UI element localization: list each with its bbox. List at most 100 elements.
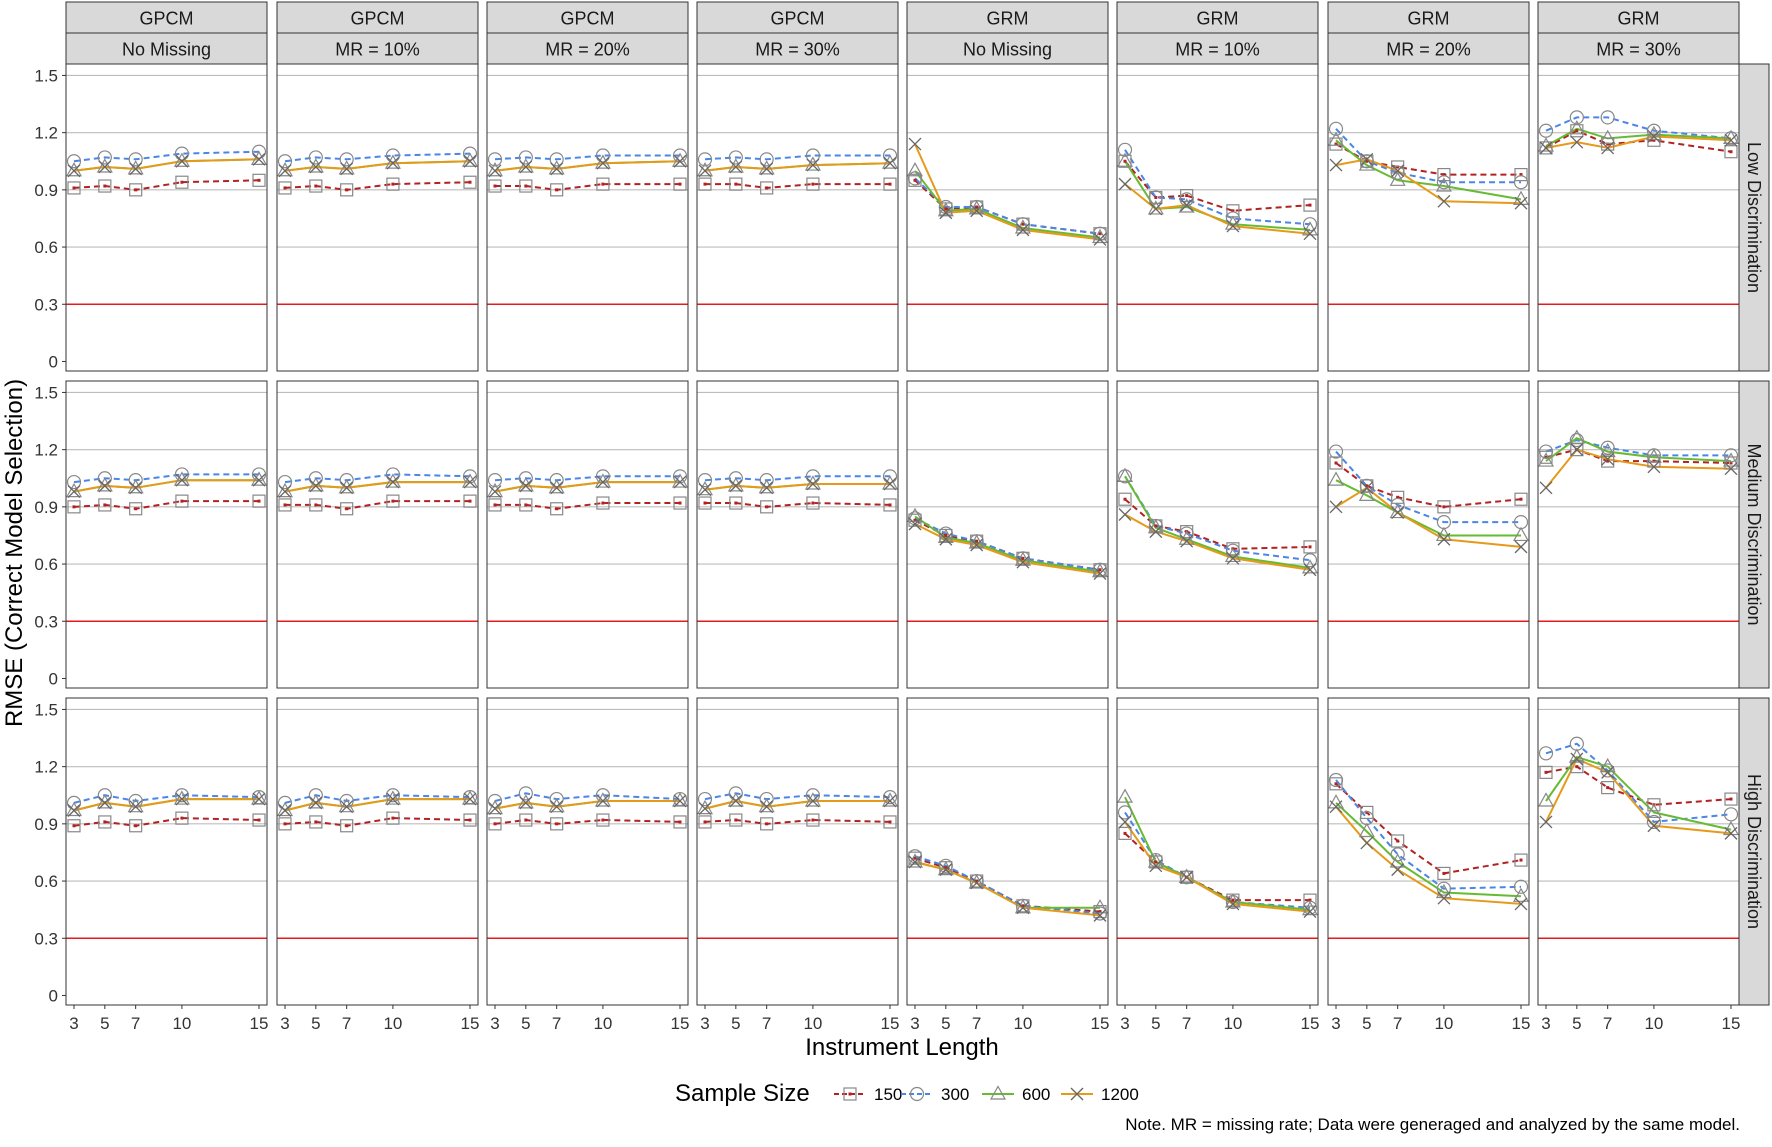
point-300	[277, 795, 293, 810]
x-tick-label: 5	[1362, 1014, 1371, 1033]
panel-background	[907, 698, 1108, 1005]
point-1200	[1437, 194, 1451, 208]
x-tick-label: 10	[803, 1014, 822, 1033]
point-600	[1014, 899, 1031, 914]
point-1200	[1570, 443, 1584, 457]
panel-background	[697, 698, 898, 1005]
x-tick-label: 10	[1223, 1014, 1242, 1033]
point-150	[760, 817, 774, 831]
point-600	[594, 792, 611, 807]
panel-background	[697, 64, 898, 371]
point-150	[519, 179, 533, 193]
point-300	[174, 146, 190, 161]
point-600	[727, 158, 744, 173]
point-1200	[175, 792, 189, 806]
point-600	[758, 797, 775, 813]
point-150	[98, 498, 112, 512]
point-150	[729, 496, 743, 510]
x-tick-label: 5	[1151, 1014, 1160, 1033]
point-150	[309, 815, 323, 829]
strip-model-label: GPCM	[351, 9, 405, 29]
panel-border	[276, 697, 479, 1006]
point-600	[758, 479, 775, 494]
point-1200	[488, 802, 502, 816]
point-1200	[252, 792, 266, 806]
point-150	[519, 813, 533, 827]
point-150	[1437, 866, 1451, 881]
point-1200	[175, 154, 189, 168]
point-300	[97, 788, 112, 803]
legend-label: 300	[941, 1085, 969, 1104]
series-line-300	[914, 517, 1101, 571]
point-150	[1391, 490, 1405, 504]
point-300	[518, 150, 533, 165]
point-1200	[67, 485, 81, 499]
facet-strip-col-6: GRM MR = 20%	[1327, 1, 1530, 65]
point-150	[673, 496, 687, 510]
point-150	[883, 177, 897, 191]
panel-border	[65, 63, 268, 372]
point-600	[338, 479, 355, 494]
panel-background	[1538, 698, 1739, 1005]
x-tick-label: 7	[972, 1014, 981, 1033]
point-600	[1178, 198, 1195, 213]
panel-border	[486, 697, 689, 1006]
point-150	[98, 179, 112, 193]
panel-border	[1327, 380, 1530, 689]
panel-background	[1328, 698, 1529, 1005]
point-600	[486, 799, 504, 815]
point-1200	[1118, 815, 1132, 829]
point-1200	[1118, 508, 1132, 521]
point-300	[549, 152, 564, 167]
point-1200	[596, 475, 610, 489]
point-300	[882, 469, 898, 484]
strip-row-label: Low Discrimination	[1744, 142, 1764, 293]
strip-row-label: Medium Discrimination	[1744, 443, 1764, 625]
point-600	[1389, 503, 1406, 519]
point-600	[804, 475, 821, 490]
point-150	[1329, 456, 1343, 470]
point-1200	[760, 800, 774, 814]
point-600	[1435, 177, 1452, 192]
x-tick-label: 10	[593, 1014, 612, 1033]
point-600	[338, 160, 355, 175]
point-150	[1601, 454, 1615, 468]
point-1200	[340, 800, 354, 814]
point-150	[1514, 492, 1528, 506]
point-600	[696, 162, 714, 177]
point-300	[697, 473, 713, 488]
point-150	[1118, 826, 1132, 840]
point-600	[276, 482, 294, 498]
point-600	[594, 473, 611, 488]
point-600	[727, 477, 744, 492]
point-1200	[939, 206, 953, 220]
panel-border	[486, 63, 689, 372]
strip-row-box	[1738, 697, 1770, 1006]
point-1200	[519, 479, 533, 493]
x-axis-col-0: 3 5 7 10 15	[69, 1005, 268, 1033]
strip-condition-box	[696, 32, 899, 65]
point-300	[462, 146, 478, 161]
point-600	[548, 797, 565, 813]
y-tick-label: 1.2	[34, 441, 58, 460]
point-600	[1147, 853, 1164, 868]
point-150	[252, 494, 266, 508]
legend-title: Sample Size	[675, 1080, 810, 1107]
panel-r1-c6	[1327, 380, 1530, 689]
series-line-300	[1545, 439, 1731, 457]
panel-border	[1537, 63, 1740, 372]
point-600	[594, 154, 611, 169]
point-600	[1327, 471, 1345, 486]
y-tick-label: 0.3	[34, 929, 58, 948]
point-1200	[596, 794, 610, 808]
strip-model-box	[65, 1, 268, 34]
point-1200	[673, 154, 687, 168]
point-600	[1116, 467, 1134, 482]
y-tick-label: 0.9	[34, 815, 58, 834]
point-1200	[98, 796, 112, 810]
point-150	[278, 181, 292, 195]
point-300	[805, 148, 821, 163]
point-300	[308, 788, 323, 803]
point-150	[883, 498, 897, 512]
